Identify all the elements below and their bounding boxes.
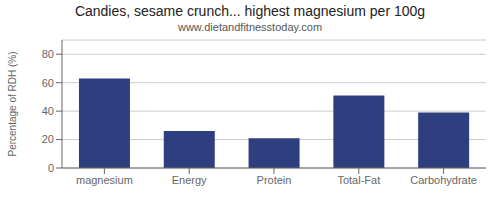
svg-text:0: 0 <box>48 162 54 174</box>
svg-text:Percentage of RDH (%): Percentage of RDH (%) <box>8 51 18 156</box>
svg-text:Carbohydrate: Carbohydrate <box>410 174 477 186</box>
html-text:www.dietandfitnesstoday.com: www.dietandfitnesstoday.com <box>178 21 322 33</box>
svg-text:60: 60 <box>42 77 54 89</box>
svg-text:magnesium: magnesium <box>76 174 133 186</box>
html-text:Candies, sesame crunch... high: Candies, sesame crunch... highest magnes… <box>74 3 426 19</box>
svg-text:40: 40 <box>42 105 54 117</box>
svg-text:Energy: Energy <box>172 174 207 186</box>
svg-text:20: 20 <box>42 133 54 145</box>
svg-text:Protein: Protein <box>257 174 292 186</box>
svg-text:80: 80 <box>42 48 54 60</box>
svg-text:Total-Fat: Total-Fat <box>337 174 380 186</box>
